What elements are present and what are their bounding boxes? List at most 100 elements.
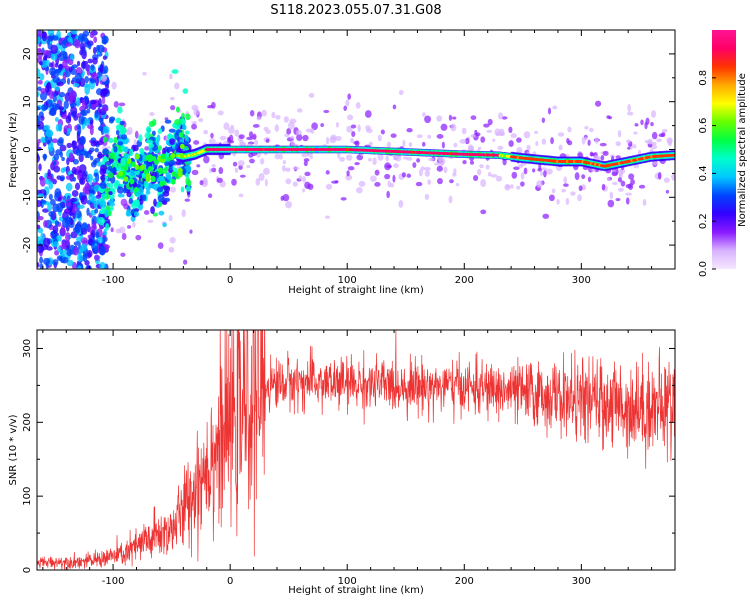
noise-blob: [335, 122, 340, 128]
noise-blob: [351, 130, 356, 137]
noise-blob: [45, 84, 50, 94]
signal-blob: [157, 194, 165, 203]
noise-blob: [95, 231, 100, 239]
noise-blob: [64, 216, 71, 224]
colorbar-tick-label: 0.0: [698, 261, 709, 277]
spectrogram-y-tick-label: 10: [22, 95, 33, 108]
noise-blob: [183, 259, 188, 265]
noise-blob: [334, 135, 342, 141]
noise-blob: [54, 86, 61, 91]
noise-blob: [508, 140, 514, 147]
noise-blob: [617, 130, 622, 138]
noise-blob: [594, 137, 599, 144]
noise-blob: [45, 59, 50, 66]
noise-blob: [97, 44, 105, 53]
noise-blob: [345, 99, 350, 107]
noise-blob: [374, 169, 380, 176]
signal-blob: [145, 139, 154, 144]
noise-blob: [47, 169, 51, 177]
noise-blob: [49, 67, 57, 76]
noise-blob: [101, 39, 108, 45]
noise-blob: [667, 138, 673, 147]
noise-blob: [84, 104, 89, 110]
noise-blob: [79, 177, 86, 185]
colorbar-title: Normalized spectral amplitude: [737, 73, 748, 227]
ridge-early-blob: [126, 158, 132, 164]
noise-blob: [70, 106, 78, 117]
ridge-early-blob: [123, 165, 129, 171]
noise-blob: [106, 146, 111, 150]
noise-blob: [93, 36, 98, 43]
noise-blob: [191, 123, 197, 130]
noise-blob: [470, 115, 477, 120]
spectrogram-y-tick-label: -20: [22, 237, 33, 253]
noise-blob: [645, 117, 650, 125]
noise-blob: [551, 188, 556, 194]
noise-blob: [278, 153, 283, 160]
signal-blob: [175, 106, 180, 113]
noise-blob: [96, 140, 104, 146]
spectrogram-x-tick-label: -100: [102, 275, 125, 286]
noise-blob: [42, 208, 50, 213]
noise-blob: [364, 110, 372, 118]
noise-blob: [56, 139, 64, 147]
noise-blob: [59, 144, 67, 152]
noise-blob: [246, 164, 251, 169]
noise-blob: [97, 237, 103, 244]
noise-blob: [230, 124, 234, 129]
noise-blob: [609, 191, 614, 200]
noise-blob: [70, 231, 78, 239]
noise-blob: [61, 256, 69, 264]
noise-blob: [37, 47, 42, 53]
signal-blob: [99, 168, 107, 176]
noise-blob: [70, 102, 77, 108]
signal-blob: [162, 147, 166, 155]
ridge-early-blob: [134, 164, 140, 171]
noise-blob: [79, 135, 86, 145]
noise-blob: [472, 175, 479, 181]
ridge-early-blob: [154, 159, 159, 165]
noise-blob: [518, 163, 524, 168]
ridge-early-blob: [131, 161, 136, 167]
spectrogram-x-tick-label: 300: [572, 275, 591, 286]
noise-blob: [282, 193, 290, 202]
noise-blob: [207, 193, 213, 198]
noise-blob: [70, 30, 78, 35]
noise-blob: [42, 49, 50, 55]
signal-blob: [158, 201, 163, 207]
noise-blob: [134, 130, 139, 139]
noise-blob: [126, 127, 133, 135]
noise-blob: [199, 180, 204, 186]
noise-blob: [68, 152, 74, 162]
noise-blob: [615, 141, 622, 147]
ridge-early-blob: [171, 171, 177, 177]
noise-blob: [174, 82, 180, 90]
ridge-early-blob: [179, 152, 185, 159]
signal-blob: [181, 112, 185, 120]
noise-blob: [83, 118, 91, 127]
signal-blob: [164, 185, 170, 194]
noise-blob: [53, 241, 59, 248]
spectrogram-x-tick-label: 0: [227, 275, 233, 286]
noise-blob: [80, 61, 87, 69]
noise-blob: [606, 177, 611, 181]
noise-blob: [231, 178, 237, 186]
noise-blob: [467, 144, 474, 152]
ridge-early-blob: [147, 165, 153, 172]
noise-blob: [424, 193, 430, 200]
noise-blob: [74, 72, 82, 83]
ridge-core: [672, 153, 675, 157]
noise-blob: [492, 138, 496, 142]
noise-blob: [101, 107, 109, 112]
noise-blob: [53, 153, 60, 161]
noise-blob: [47, 203, 53, 212]
ridge-early-blob: [145, 176, 151, 182]
noise-blob: [265, 129, 271, 134]
noise-blob: [72, 247, 79, 256]
noise-blob: [357, 124, 361, 133]
noise-blob: [547, 107, 552, 115]
noise-blob: [98, 98, 102, 108]
noise-blob: [523, 131, 531, 139]
noise-blob: [633, 131, 638, 135]
